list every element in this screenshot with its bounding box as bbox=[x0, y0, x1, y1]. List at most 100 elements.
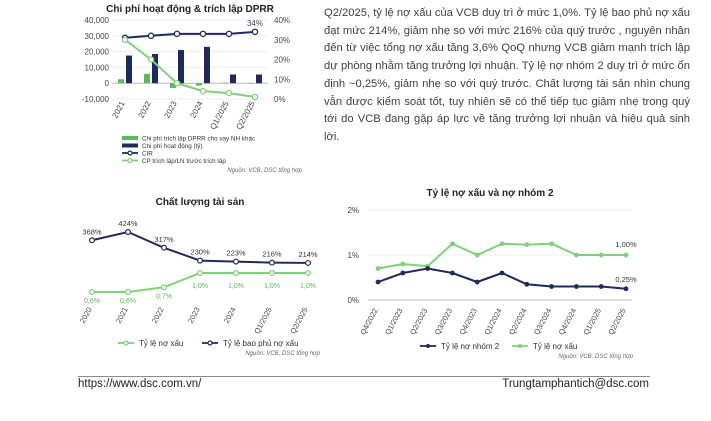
chart1-bar-opex bbox=[178, 50, 184, 84]
footer-divider bbox=[78, 376, 650, 377]
chart1-bar-opex bbox=[204, 46, 210, 84]
chart3-point-npl bbox=[474, 252, 480, 258]
chart2-label-npl: 1,0% bbox=[264, 283, 280, 290]
chart3-point-npl bbox=[524, 242, 530, 248]
chart3-endlabel-group2: 0,25% bbox=[615, 275, 637, 284]
chart3-ytick: 0% bbox=[347, 296, 359, 305]
chart3-point-group2 bbox=[499, 270, 505, 276]
chart2-point-coverage bbox=[233, 258, 240, 265]
chart3-legend-label: Tỷ lệ nợ nhóm 2 bbox=[441, 342, 500, 351]
chart1-ytick: -10,000 bbox=[82, 95, 110, 104]
chart3-source: Nguồn: VCB, DSC tổng hợp bbox=[558, 353, 633, 360]
chart3-xtick: Q4/2023 bbox=[458, 307, 479, 337]
chart2-point-coverage bbox=[305, 259, 312, 266]
chart2-point-npl bbox=[161, 284, 168, 291]
chart2-legend-label: Tỷ lệ nợ xấu bbox=[139, 339, 183, 348]
chart1-bar-opex bbox=[152, 53, 158, 84]
chart3-point-npl bbox=[549, 241, 554, 247]
chart3-point-group2 bbox=[549, 284, 554, 289]
chart2-point-npl bbox=[197, 270, 204, 277]
chart1-bar-opex bbox=[230, 74, 236, 84]
chart1-point-cp bbox=[147, 56, 155, 63]
chart3-point-group2 bbox=[375, 279, 381, 285]
chart1-point-cir bbox=[147, 32, 155, 40]
chart1-bar-dprr bbox=[248, 83, 254, 84]
chart3-ytick: 1% bbox=[347, 251, 359, 260]
chart1-bar-dprr bbox=[196, 83, 202, 86]
chart2-title: Chất lượng tài sản bbox=[156, 196, 245, 208]
chart3-legend-marker bbox=[518, 344, 522, 348]
chart1-line-cir bbox=[124, 30, 256, 39]
chart3-xtick: Q2/2023 bbox=[408, 307, 429, 337]
chart2-label-npl: 1,0% bbox=[300, 283, 316, 290]
footer-url[interactable]: https://www.dsc.com.vn/ bbox=[78, 378, 202, 390]
chart3-point-group2 bbox=[574, 284, 579, 289]
chart3-point-npl bbox=[623, 252, 629, 258]
chart3-title: Tỷ lệ nợ xấu và nợ nhóm 2 bbox=[426, 187, 553, 199]
chart2-xtick: Q2/2025 bbox=[288, 306, 309, 336]
chart3-xtick: Q3/2024 bbox=[532, 307, 553, 337]
chart3-xtick: Q2/2025 bbox=[606, 307, 627, 337]
chart1-bar-opex bbox=[126, 55, 132, 84]
chart2-label-npl: 0,6% bbox=[120, 298, 136, 305]
chart3-xtick: Q4/2024 bbox=[557, 307, 578, 337]
footer-email[interactable]: Trungtamphantich@dsc.com bbox=[502, 378, 649, 390]
chart3-point-npl bbox=[574, 252, 579, 258]
chart3-xtick: Q1/2024 bbox=[482, 307, 503, 337]
chart1-point-cir bbox=[173, 30, 181, 38]
chart3-xtick: Q1/2025 bbox=[582, 307, 603, 337]
chart1-legend-label: CIR bbox=[142, 151, 153, 158]
chart1-point-cp bbox=[121, 36, 129, 44]
chart2-label-npl: 0,7% bbox=[156, 293, 172, 300]
chart2-point-coverage bbox=[197, 257, 204, 264]
chart1-point-cp bbox=[251, 93, 259, 101]
chart2-legend-label: Tỷ lệ bao phủ nợ xấu bbox=[223, 339, 299, 348]
chart3-point-group2 bbox=[425, 266, 430, 271]
chart1-point-cir bbox=[199, 30, 207, 38]
chart1-xtick: 2023 bbox=[162, 99, 179, 119]
chart2-label-coverage: 317% bbox=[154, 235, 174, 244]
chart2-xtick: 2023 bbox=[186, 306, 202, 325]
chart1-legend-swatch bbox=[122, 136, 138, 140]
chart1-point-cir bbox=[251, 28, 259, 36]
chart3-xtick: Q4/2022 bbox=[358, 307, 379, 337]
chart3-xtick: Q3/2023 bbox=[433, 307, 454, 337]
chart2-xtick: 2022 bbox=[150, 306, 166, 325]
chart1-ytick: 10,000 bbox=[85, 63, 110, 72]
chart2-label-coverage: 214% bbox=[298, 250, 318, 259]
chart1-ytick: 20,000 bbox=[85, 48, 110, 57]
chart2-legend-marker bbox=[123, 340, 129, 346]
chart1-xtick: 2024 bbox=[188, 99, 205, 119]
chart3-point-group2 bbox=[400, 270, 406, 276]
chart2-label-npl: 1,0% bbox=[192, 283, 208, 290]
chart2-point-coverage bbox=[88, 237, 95, 244]
chart3-endlabel-npl: 1,00% bbox=[615, 240, 637, 249]
chart2-label-coverage: 368% bbox=[82, 227, 102, 236]
chart2-point-npl bbox=[305, 270, 312, 277]
chart1-bar-dprr bbox=[144, 73, 150, 84]
chart2-label-coverage: 216% bbox=[262, 250, 282, 259]
chart1-legend-label: CP trích lập/LN trước trích lập bbox=[142, 158, 226, 165]
chart1-y2tick: 10% bbox=[274, 75, 290, 84]
chart2-point-coverage bbox=[161, 244, 168, 251]
chart3-point-npl bbox=[375, 266, 381, 271]
chart1-source: Nguồn: VCB, DSC tổng hợp bbox=[227, 167, 302, 174]
chart2-label-npl: 1,0% bbox=[228, 283, 244, 290]
chart1-ytick: 30,000 bbox=[85, 32, 110, 41]
chart2-xtick: Q1/2025 bbox=[252, 306, 273, 336]
chart1-xtick: 2021 bbox=[110, 99, 127, 119]
chart1-y2tick: 40% bbox=[274, 16, 290, 25]
chart1-legend-swatch bbox=[122, 143, 138, 148]
chart1-y2tick: 0% bbox=[274, 95, 286, 104]
analysis-paragraph: Q2/2025, tỷ lệ nợ xấu của VCB duy trì ở … bbox=[324, 7, 690, 143]
chart2-xtick: 2024 bbox=[222, 306, 238, 325]
chart2-xtick: 2020 bbox=[78, 306, 94, 325]
chart1-point-cp bbox=[199, 87, 207, 95]
chart2-label-npl: 0,6% bbox=[84, 298, 100, 305]
chart1-point-cp bbox=[225, 89, 233, 97]
chart2-label-coverage: 424% bbox=[118, 219, 138, 228]
chart1-y2tick: 20% bbox=[274, 56, 290, 65]
chart1-bar-opex bbox=[256, 74, 262, 84]
chart1-xtick: Q2/2025 bbox=[234, 99, 257, 131]
